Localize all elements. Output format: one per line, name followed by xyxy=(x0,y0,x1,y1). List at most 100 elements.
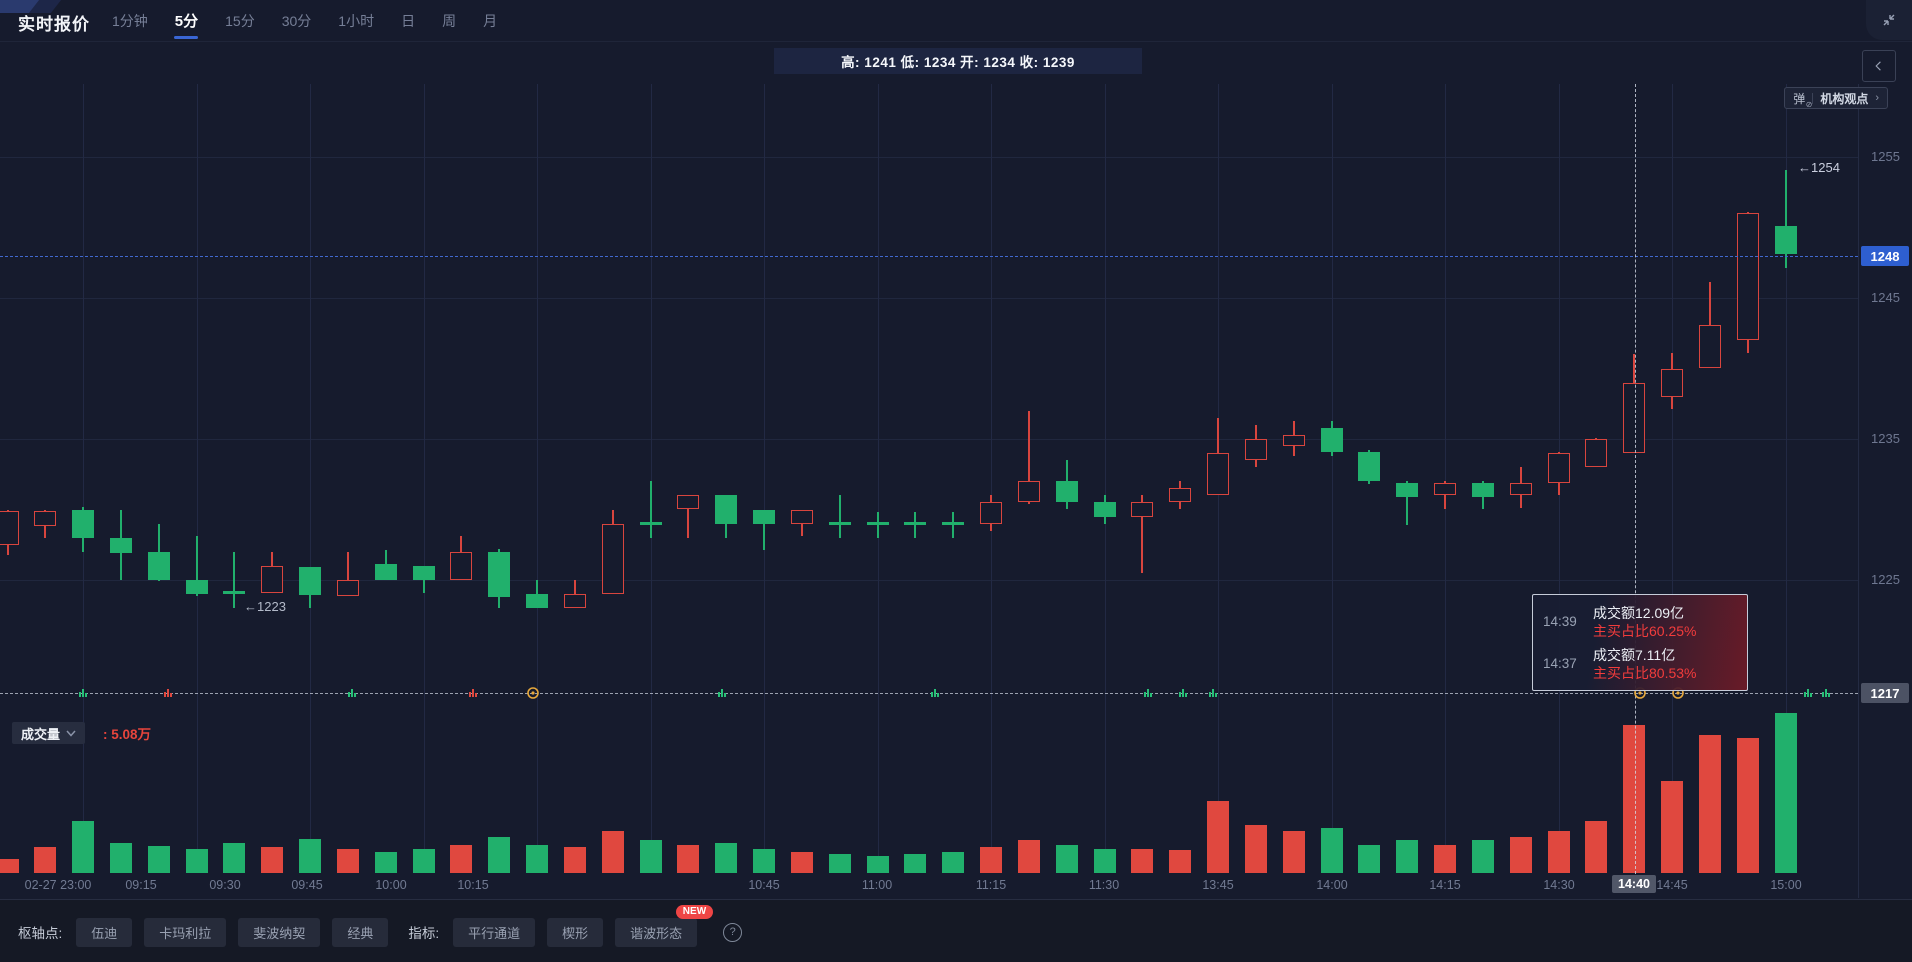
tooltip-amount: 成交额7.11亿 xyxy=(1593,646,1676,663)
green-signal-icon[interactable] xyxy=(928,686,942,700)
tab-1分钟[interactable]: 1分钟 xyxy=(112,12,148,29)
volume-bar xyxy=(299,839,322,873)
pivot-button-经典[interactable]: 经典 xyxy=(332,917,389,947)
green-signal-icon[interactable] xyxy=(1176,686,1190,700)
indicator-button-谐波形态[interactable]: 谐波形态 NEW xyxy=(615,904,714,947)
low-annotation: ←1223 xyxy=(244,599,286,614)
pivot-button-斐波纳契[interactable]: 斐波纳契 xyxy=(238,917,321,947)
pivot-button-伍迪[interactable]: 伍迪 xyxy=(76,917,133,947)
volume-bar xyxy=(1736,738,1759,873)
institution-view-pill[interactable]: 弹 ⊘ 机构观点 › xyxy=(1784,87,1888,109)
candle xyxy=(1207,453,1230,496)
candle xyxy=(1661,368,1684,397)
help-icon[interactable]: ? xyxy=(723,922,743,942)
danmu-toggle[interactable]: 弹 ⊘ xyxy=(1793,90,1812,109)
volume-bar xyxy=(1661,781,1684,873)
candle xyxy=(147,551,170,580)
candle xyxy=(753,509,776,524)
toolbar-divider xyxy=(0,899,1912,900)
chevron-left-icon xyxy=(1875,61,1881,71)
green-signal-icon[interactable] xyxy=(1141,686,1155,700)
collapse-icon[interactable] xyxy=(1878,9,1900,31)
volume-bar xyxy=(715,843,738,873)
volume-bar xyxy=(601,831,624,873)
candle xyxy=(185,580,208,595)
tab-30分[interactable]: 30分 xyxy=(281,12,312,29)
volume-bar xyxy=(1282,831,1305,873)
h-gridline xyxy=(0,580,1858,581)
tab-日[interactable]: 日 xyxy=(401,12,416,29)
indicator-button-楔形[interactable]: 楔形 xyxy=(547,917,604,947)
indicator-button-平行通道[interactable]: 平行通道 xyxy=(453,917,536,947)
candle-wick xyxy=(687,495,690,538)
pivot-button-卡玛利拉[interactable]: 卡玛利拉 xyxy=(144,917,227,947)
v-gridline xyxy=(1332,84,1333,873)
candle xyxy=(1169,488,1192,503)
tooltip-amount: 成交额12.09亿 xyxy=(1593,604,1685,621)
volume-pane-header: 成交量 : 5.08万 xyxy=(12,722,151,744)
v-gridline xyxy=(537,84,538,873)
volume-bar xyxy=(109,843,132,873)
green-signal-icon[interactable] xyxy=(715,686,729,700)
green-signal-icon[interactable] xyxy=(1801,686,1815,700)
v-gridline xyxy=(1786,84,1787,873)
candle xyxy=(1471,482,1494,497)
new-badge: NEW xyxy=(675,904,714,919)
volume-bar xyxy=(1434,845,1457,873)
candle xyxy=(942,522,965,525)
candle-wick xyxy=(876,512,879,538)
green-signal-icon[interactable] xyxy=(76,686,90,700)
time-axis-label: 10:45 xyxy=(748,878,780,892)
candle xyxy=(450,551,473,580)
volume-bar xyxy=(261,847,284,873)
ohlc-readout: 高: 1241 低: 1234 开: 1234 收: 1239 xyxy=(774,48,1142,74)
volume-bar xyxy=(1055,845,1078,873)
institution-view-label: 机构观点 xyxy=(1820,91,1869,106)
green-signal-icon[interactable] xyxy=(345,686,359,700)
candle xyxy=(980,502,1003,524)
green-signal-icon[interactable] xyxy=(1819,686,1833,700)
crosshair-vertical[interactable] xyxy=(1635,84,1636,874)
v-gridline xyxy=(651,84,652,873)
volume-bar xyxy=(904,854,927,873)
volume-bar xyxy=(1471,840,1494,873)
tooltip-time: 14:39 xyxy=(1543,614,1577,629)
volume-bar xyxy=(488,837,511,873)
volume-label: 成交量 xyxy=(21,726,61,742)
candle-wick xyxy=(346,551,349,596)
time-axis-label: 14:15 xyxy=(1429,878,1461,892)
tab-5分[interactable]: 5分 xyxy=(175,4,198,37)
tab-15分[interactable]: 15分 xyxy=(225,12,255,29)
candle xyxy=(677,495,700,510)
green-signal-icon[interactable] xyxy=(1206,686,1220,700)
tooltip-values: 成交额7.11亿 主买占比80.53% xyxy=(1593,646,1696,682)
indicator-label: 指标: xyxy=(408,926,440,941)
candle xyxy=(1736,213,1759,341)
top-right-corner xyxy=(1866,0,1912,40)
tab-月[interactable]: 月 xyxy=(483,12,498,29)
v-gridline xyxy=(1445,84,1446,873)
tooltip-ratio: 主买占比80.53% xyxy=(1593,664,1697,681)
candle xyxy=(639,522,662,525)
volume-bar xyxy=(1509,837,1532,873)
volume-indicator-button[interactable]: 成交量 xyxy=(12,722,86,744)
pivot-label: 枢轴点: xyxy=(18,926,63,941)
high-annotation: ←1254 xyxy=(1798,160,1840,175)
collapse-panel-button[interactable] xyxy=(1862,50,1896,82)
tooltip-ratio: 主买占比60.25% xyxy=(1593,622,1697,639)
volume-bar xyxy=(1244,825,1267,873)
candle xyxy=(488,551,511,597)
gold-signal-icon[interactable] xyxy=(526,686,540,700)
candle-wick xyxy=(1406,481,1409,525)
red-signal-icon[interactable] xyxy=(161,686,175,700)
candlestick-chart[interactable] xyxy=(0,0,1858,962)
tab-1小时[interactable]: 1小时 xyxy=(338,12,375,29)
volume-bar xyxy=(223,843,246,873)
tooltip-row: 14:39 成交额12.09亿 主买占比60.25% xyxy=(1533,602,1747,642)
volume-bar xyxy=(1396,840,1419,873)
session-low-line xyxy=(0,693,1858,694)
candle xyxy=(336,580,359,596)
tab-周[interactable]: 周 xyxy=(442,12,457,29)
red-signal-icon[interactable] xyxy=(466,686,480,700)
v-gridline xyxy=(1105,84,1106,873)
